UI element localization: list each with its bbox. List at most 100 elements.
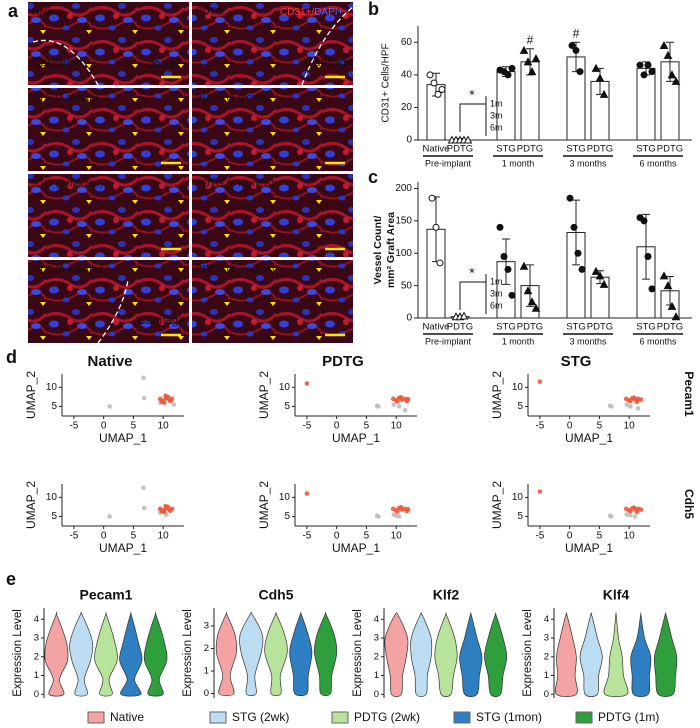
x-tick-label: -5 <box>302 421 311 432</box>
significance-hash: # <box>527 33 534 47</box>
x-tick-label: STG <box>566 322 586 333</box>
x-tick-label: -5 <box>535 531 544 542</box>
data-point <box>438 86 446 94</box>
data-point <box>599 279 609 288</box>
violin <box>484 612 508 697</box>
cell-point <box>163 393 168 399</box>
cell-point <box>141 485 146 491</box>
x-tick-label: 0 <box>567 531 573 542</box>
data-point <box>519 45 529 54</box>
y-tick-label: 3 <box>374 633 379 644</box>
cell-point <box>171 402 177 407</box>
x-tick-label: STG <box>636 144 656 155</box>
y-tick-label: 200 <box>395 183 412 194</box>
x-tick-label: 5 <box>597 421 603 432</box>
cell-point <box>634 509 640 515</box>
violin <box>215 611 238 697</box>
cell-point <box>628 404 633 409</box>
data-point <box>570 223 578 231</box>
x-tick-label: PDTG <box>447 322 473 333</box>
data-point <box>566 194 574 202</box>
column-title: PDTG <box>322 353 364 370</box>
y-axis-label: mm² Graft Area <box>385 212 397 288</box>
panel-letter: d <box>6 347 17 367</box>
y-axis-label: UMAP_2 <box>490 371 504 419</box>
x-tick-label: 10 <box>391 421 403 432</box>
x-axis-label: UMAP_1 <box>99 541 147 555</box>
violin <box>314 611 338 697</box>
y-tick-label: 5 <box>517 511 523 522</box>
significance-star: * <box>469 87 475 103</box>
micrograph-image <box>192 174 353 257</box>
y-axis-label: Expression Level <box>12 609 24 697</box>
cell-point <box>404 398 410 404</box>
data-point <box>432 223 440 231</box>
cell-point <box>609 404 614 409</box>
cell-point <box>168 398 173 404</box>
x-tick-label: PDTG <box>587 144 613 155</box>
data-point <box>436 259 444 267</box>
y-tick-label: 10 <box>279 382 291 393</box>
cell-point <box>141 395 147 401</box>
cell-point <box>107 404 112 409</box>
x-tick-label: 0 <box>101 531 107 542</box>
y-axis-label: Expression Level <box>522 609 534 697</box>
group-label: Pre-implant <box>425 158 472 168</box>
x-tick-label: STG <box>636 322 656 333</box>
y-tick-label: 5 <box>284 401 290 412</box>
cell-point <box>391 402 397 407</box>
data-point <box>459 311 469 320</box>
y-tick-label: 4 <box>34 614 39 625</box>
cell-point <box>635 406 641 411</box>
cell-point <box>107 514 112 519</box>
y-tick-label: 60 <box>401 37 413 48</box>
panel-letter: b <box>368 0 379 19</box>
row-label: Pecam1 <box>682 371 696 417</box>
data-point <box>496 223 504 231</box>
cell-point <box>396 514 402 519</box>
cell-point <box>624 402 630 407</box>
data-point <box>644 252 652 260</box>
cell-point <box>398 394 404 400</box>
y-tick-label: 0 <box>204 688 209 699</box>
micrograph-label: STG (1 month) <box>32 93 98 104</box>
y-tick-label: 1 <box>204 666 209 677</box>
y-tick-label: 5 <box>51 511 57 522</box>
stain-legend: CD31+/DAPI+ <box>280 7 344 18</box>
y-tick-label: 2 <box>34 651 39 662</box>
group-label: 1 month <box>502 336 535 346</box>
x-tick-label: 5 <box>131 421 137 432</box>
data-point <box>504 265 512 273</box>
micrograph: STG (6 months) Cartilage <box>28 260 189 344</box>
cell-point <box>398 504 404 510</box>
micrograph-label: PDTG <box>196 7 224 18</box>
stain-red: CD31+/ <box>280 7 314 18</box>
y-tick-label: 3 <box>34 633 39 644</box>
violin <box>94 611 118 697</box>
legend-label: Native <box>110 710 144 724</box>
column-title: STG <box>561 353 592 370</box>
y-tick-label: 2 <box>204 643 209 654</box>
y-tick-label: 10 <box>512 382 524 393</box>
cell-point <box>159 509 165 514</box>
comparison-label: 1m <box>490 276 503 286</box>
micrograph: PDTG (6 months) <box>192 260 353 343</box>
data-point <box>572 46 580 54</box>
data-point <box>428 194 436 202</box>
data-point <box>667 301 677 310</box>
y-tick-label: 0 <box>406 313 412 324</box>
data-point <box>430 79 438 87</box>
comparison-label: 6m <box>490 122 503 132</box>
cell-point <box>628 513 633 518</box>
data-point <box>659 271 669 280</box>
y-tick-label: 1 <box>544 670 549 681</box>
cell-point <box>628 508 633 514</box>
violin <box>410 612 433 697</box>
x-axis-label: UMAP_1 <box>565 541 613 555</box>
micrograph-image <box>28 88 189 171</box>
data-point <box>527 67 537 76</box>
data-point <box>519 261 529 270</box>
error-bar <box>526 264 534 307</box>
